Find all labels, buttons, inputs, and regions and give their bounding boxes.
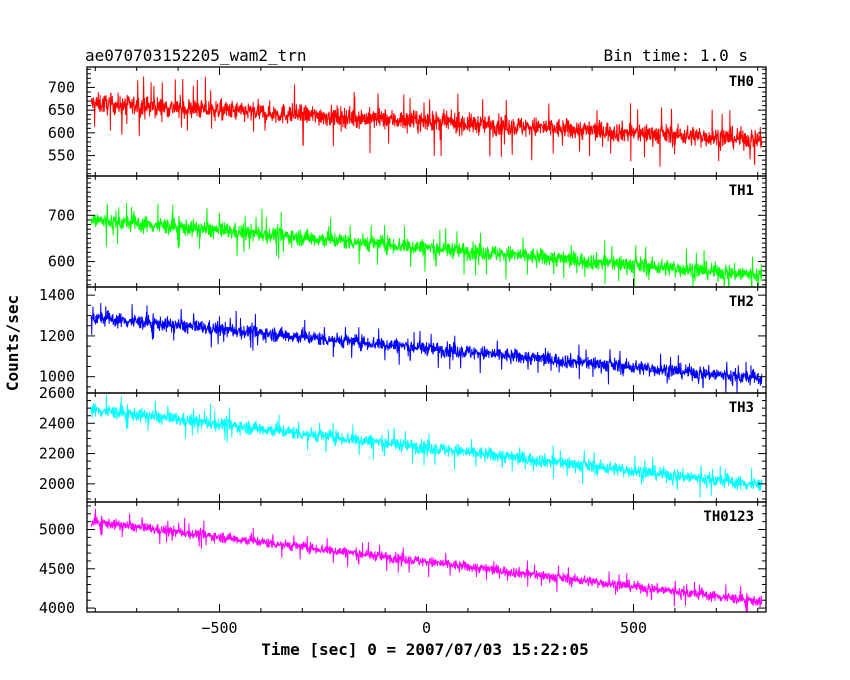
y-tick-label-th3-2200: 2200 — [39, 445, 75, 463]
chart-title: ae070703152205_wam2_trn — [85, 46, 307, 65]
y-tick-label-th1-700: 700 — [48, 206, 75, 224]
y-tick-label-th2-1200: 1200 — [39, 327, 75, 345]
x-tick-label-0: −500 — [201, 619, 237, 637]
panel-label-th3: TH3 — [729, 400, 754, 416]
series-line-th0 — [90, 76, 763, 167]
series-line-th2 — [90, 302, 763, 393]
x-axis-label: Time [sec] 0 = 2007/07/03 15:22:05 — [261, 640, 589, 659]
y-tick-label-th0-700: 700 — [48, 78, 75, 96]
panels-group: 550 600 650 700 TH0 600 700 TH1 1000 1200 1400 TH2 2… — [39, 66, 767, 637]
panel-frame-th2 — [86, 286, 767, 394]
y-tick-label-th0-550: 550 — [48, 147, 75, 165]
panel-label-th1: TH1 — [729, 183, 754, 199]
y-tick-label-th3-2000: 2000 — [39, 475, 75, 493]
series-line-th3 — [90, 394, 763, 498]
y-tick-label-th3-2400: 2400 — [39, 414, 75, 432]
y-tick-label-th0123-4500: 4500 — [39, 560, 75, 578]
series-line-th1 — [90, 202, 763, 287]
panel-label-th2: TH2 — [729, 294, 754, 310]
y-tick-label-th0-600: 600 — [48, 124, 75, 142]
panel-frame-th0123 — [86, 501, 767, 613]
y-tick-label-th2-1000: 1000 — [39, 368, 75, 386]
bin-time-label: Bin time: 1.0 s — [604, 46, 749, 65]
panel-label-th0123: TH0123 — [703, 509, 754, 525]
y-tick-label-th2-1400: 1400 — [39, 286, 75, 304]
x-tick-label-1: 0 — [422, 619, 431, 637]
x-tick-label-2: 500 — [620, 619, 647, 637]
y-tick-label-th0123-4000: 4000 — [39, 599, 75, 617]
y-tick-label-th0123-5000: 5000 — [39, 521, 75, 539]
series-line-th0123 — [90, 508, 763, 612]
y-tick-label-th3-2600: 2600 — [39, 384, 75, 402]
panel-label-th0: TH0 — [729, 74, 754, 90]
y-axis-label: Counts/sec — [3, 295, 22, 391]
y-tick-label-th0-650: 650 — [48, 101, 75, 119]
y-tick-label-th1-600: 600 — [48, 253, 75, 271]
